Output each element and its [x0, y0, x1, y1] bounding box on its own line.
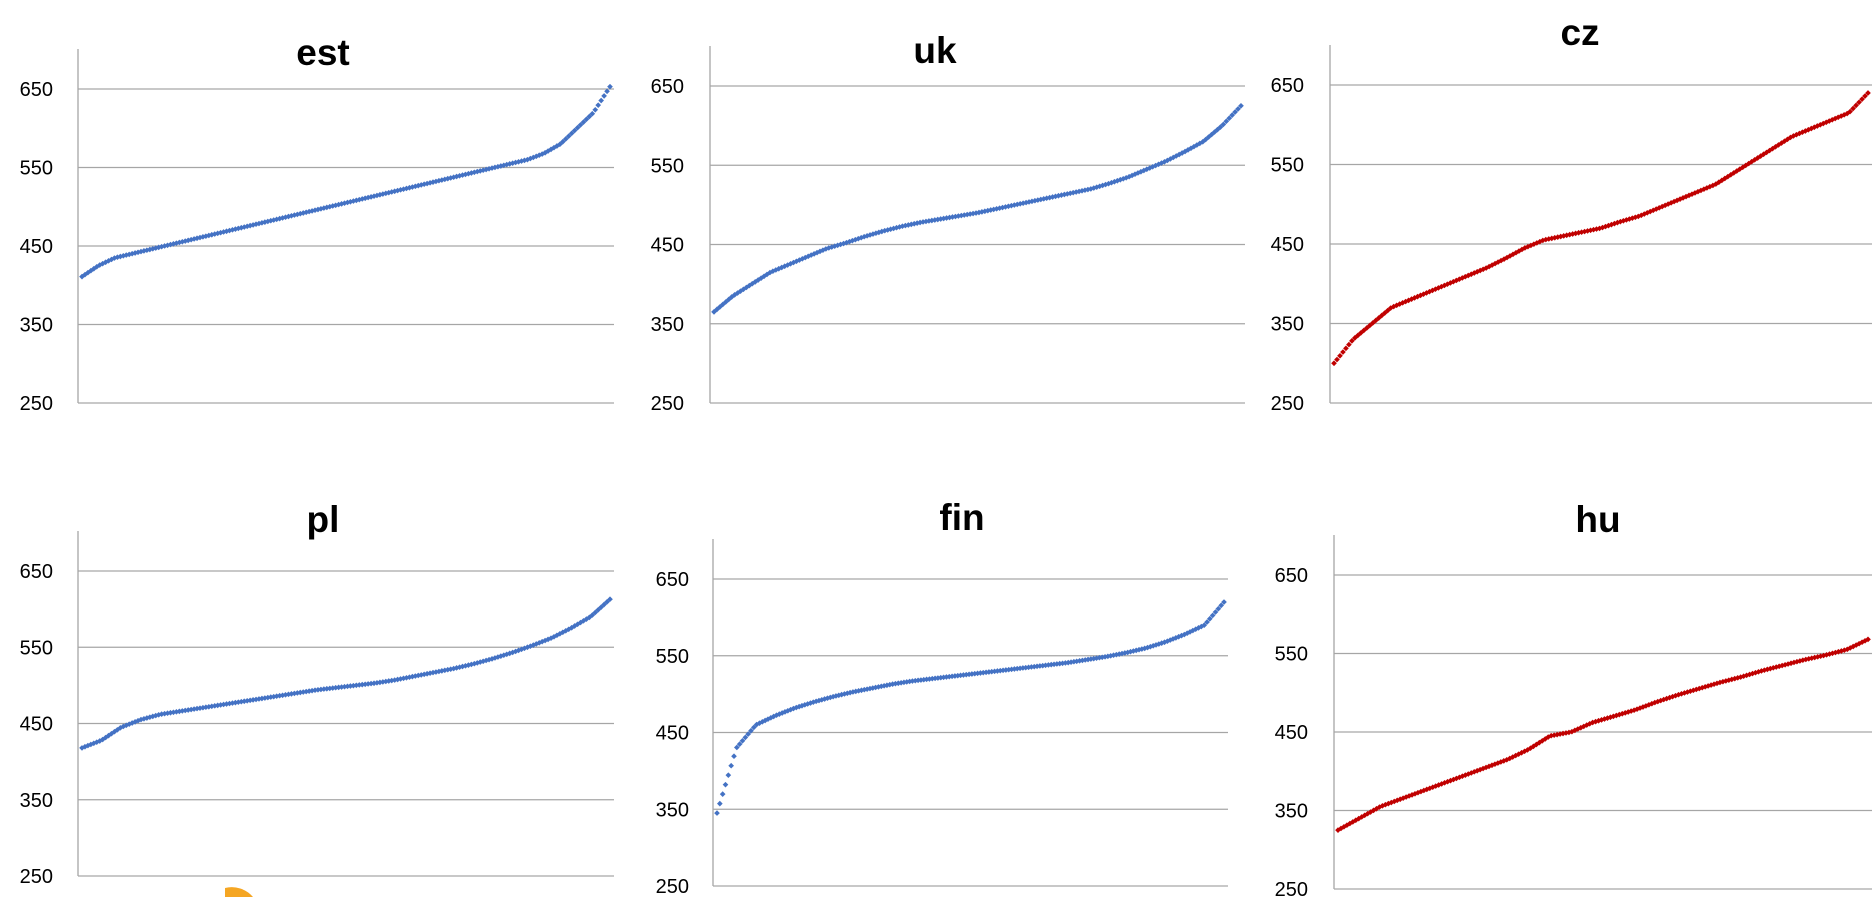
orange-shape-fragment	[225, 887, 253, 897]
y-tick-label: 550	[20, 637, 53, 659]
y-tick-label: 250	[651, 393, 684, 415]
data-point	[723, 782, 729, 788]
y-tick-label: 350	[20, 790, 53, 812]
y-tick-label: 650	[1271, 75, 1304, 97]
y-tick-label: 450	[20, 236, 53, 258]
y-tick-label: 650	[1275, 565, 1308, 587]
data-point	[601, 93, 607, 99]
chart-hu: hu 250 350 450 550 650	[1275, 499, 1872, 897]
chart-cz: cz 250 350 450 550 650	[1271, 12, 1872, 415]
chart-title: hu	[1575, 499, 1620, 540]
y-tick-label: 450	[656, 723, 689, 745]
y-tick-label: 650	[651, 76, 684, 98]
y-tick-label: 350	[656, 799, 689, 821]
chart-title: pl	[307, 499, 340, 540]
y-tick-label: 450	[1275, 722, 1308, 744]
series-points	[714, 599, 1227, 816]
y-tick-label: 650	[656, 569, 689, 591]
series-points	[1331, 90, 1871, 366]
y-tick-label: 250	[20, 866, 53, 888]
data-point	[717, 801, 723, 807]
y-tick-label: 450	[20, 714, 53, 736]
y-tick-label: 250	[20, 393, 53, 415]
data-point	[726, 772, 732, 778]
y-tick-label: 650	[20, 561, 53, 583]
y-tick-label: 350	[651, 314, 684, 336]
y-tick-label: 550	[1271, 155, 1304, 177]
chart-uk: uk 250 350 450 550 650	[651, 30, 1245, 415]
series-points	[79, 84, 613, 280]
data-point	[714, 810, 720, 816]
y-tick-label: 550	[20, 158, 53, 180]
y-tick-label: 350	[1271, 314, 1304, 336]
y-tick-label: 250	[656, 876, 689, 897]
data-point	[731, 753, 737, 759]
y-tick-label: 550	[656, 646, 689, 668]
data-point	[595, 102, 601, 108]
chart-fin: fin 250 350 450 550 650	[656, 497, 1228, 897]
chart-title: cz	[1560, 12, 1599, 53]
chart-title: fin	[939, 497, 984, 538]
chart-pl: pl 250 350 450 550 650	[20, 499, 614, 888]
y-tick-label: 450	[651, 235, 684, 257]
chart-est: est 250 350 450 550 650	[20, 32, 614, 415]
y-tick-label: 450	[1271, 234, 1304, 256]
data-point	[598, 98, 604, 104]
y-tick-label: 350	[1275, 801, 1308, 823]
y-tick-label: 650	[20, 79, 53, 101]
series-points	[711, 103, 1244, 315]
y-tick-label: 250	[1275, 879, 1308, 897]
data-point	[592, 107, 598, 113]
data-point	[720, 791, 726, 797]
chart-title: est	[296, 32, 349, 73]
series-points	[1335, 637, 1871, 833]
y-tick-label: 550	[1275, 644, 1308, 666]
y-tick-label: 250	[1271, 393, 1304, 415]
series-points	[79, 596, 613, 750]
y-tick-label: 350	[20, 315, 53, 337]
chart-title: uk	[913, 30, 957, 71]
y-tick-label: 550	[651, 155, 684, 177]
data-point	[728, 763, 734, 769]
